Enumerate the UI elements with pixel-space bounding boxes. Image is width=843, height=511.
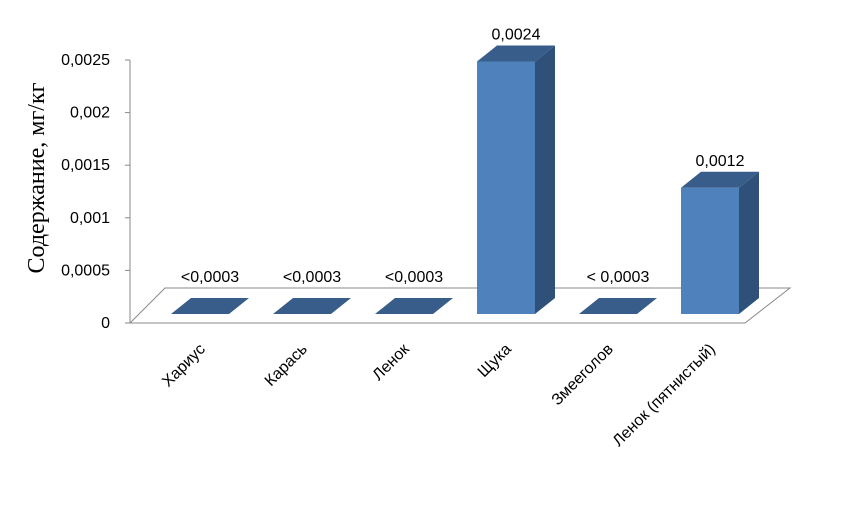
- x-tick-label: Карась: [262, 341, 311, 390]
- bar-3: [375, 298, 453, 314]
- x-tick-label: Щука: [475, 341, 515, 381]
- bars: [171, 45, 759, 315]
- y-tick-label: 0: [101, 315, 110, 332]
- floor-plane: [128, 287, 792, 324]
- y-tick-label: 0,002: [70, 105, 110, 122]
- x-tick-label: Хариус: [159, 341, 209, 391]
- bar-flat: [273, 298, 351, 314]
- data-label: 0,0024: [492, 27, 541, 44]
- data-label: <0,0003: [385, 269, 443, 286]
- bar-front: [681, 187, 739, 314]
- axes: 0 0,0005 0,001 0,0015 0,002 0,0025: [61, 52, 792, 332]
- y-tick-label: 0,0015: [61, 157, 110, 174]
- bar-5: [579, 298, 657, 314]
- x-tick-label: Змееголов: [549, 341, 617, 409]
- bar-1: [171, 298, 249, 314]
- y-tick-label: 0,001: [70, 210, 110, 227]
- x-tick-label: Ленок: [370, 340, 414, 384]
- data-label: <0,0003: [181, 269, 239, 286]
- bar-6: [681, 171, 759, 314]
- bar-4: [477, 45, 555, 315]
- bar-top: [681, 171, 759, 188]
- bar-2: [273, 298, 351, 314]
- y-axis-title: Содержание, мг/кг: [24, 82, 50, 273]
- bar-side: [739, 171, 759, 314]
- bar-top: [477, 45, 555, 62]
- x-tick-label: Ленок (пятнистый): [610, 341, 719, 450]
- y-tick-label: 0,0025: [61, 52, 110, 69]
- labels: <0,0003 Хариус <0,0003 Карась <0,0003 Ленок 0,…: [159, 27, 744, 450]
- data-label: 0,0012: [696, 153, 745, 170]
- bar-side: [535, 45, 555, 315]
- bar-flat: [375, 298, 453, 314]
- bar-flat: [171, 298, 249, 314]
- data-label: <0,0003: [283, 269, 341, 286]
- data-label: < 0,0003: [587, 269, 650, 286]
- bar-front: [477, 61, 535, 314]
- y-tick-label: 0,0005: [61, 262, 110, 279]
- bar-flat: [579, 298, 657, 314]
